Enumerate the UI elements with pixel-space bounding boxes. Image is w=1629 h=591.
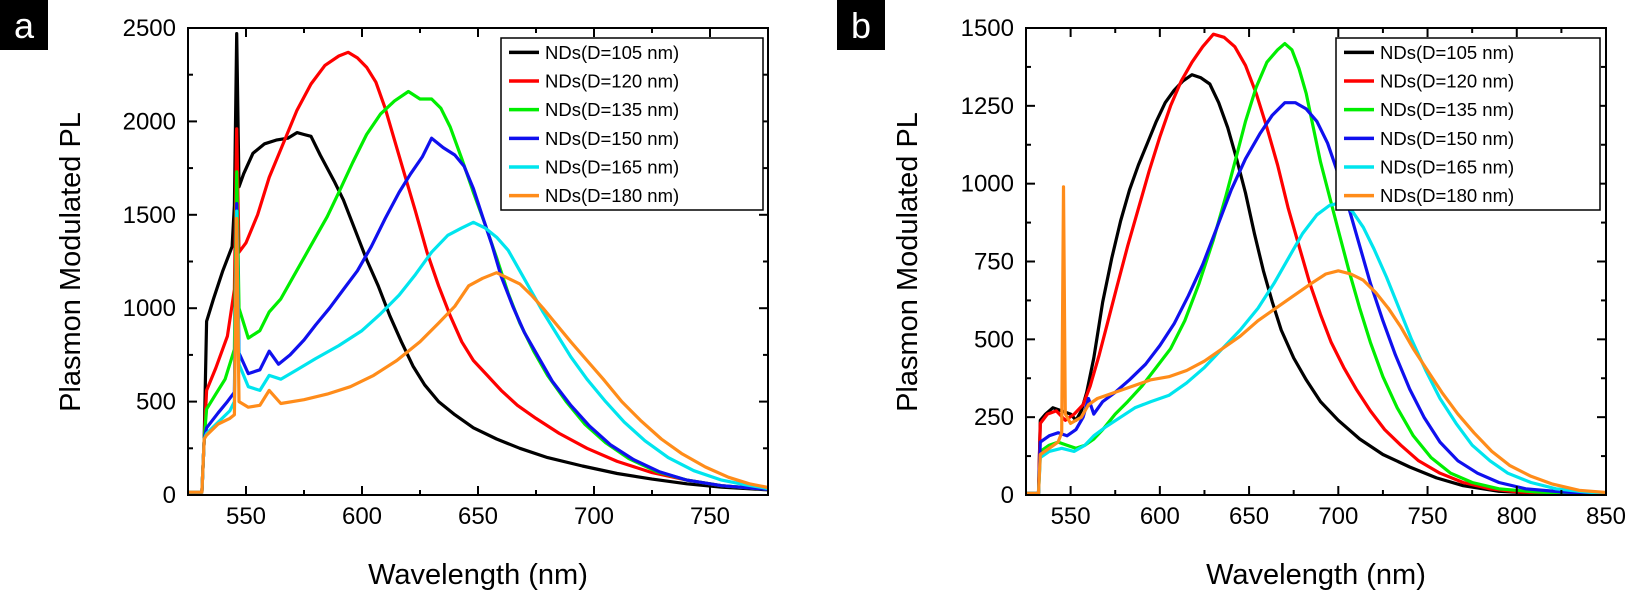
panel-a-legend-label-0: NDs(D=105 nm) <box>545 42 679 63</box>
panel-a-x-tick-label: 750 <box>690 503 730 530</box>
panel-a-legend: NDs(D=105 nm) NDs(D=120 nm) NDs(D=135 nm) N… <box>500 37 764 211</box>
panel-a-legend-label-5: NDs(D=180 nm) <box>545 185 679 206</box>
panel-a-x-tick-label: 700 <box>574 503 614 530</box>
panel-a-y-tick-label: 1500 <box>123 202 176 229</box>
panel-b-legend-label-1: NDs(D=120 nm) <box>1380 71 1514 92</box>
panel-b-legend-label-3: NDs(D=150 nm) <box>1380 128 1514 149</box>
panel-b-letter: b <box>851 5 871 46</box>
panel-b-x-axis-title: Wavelength (nm) <box>1206 559 1426 591</box>
panel-b-x-tick-label: 550 <box>1051 503 1091 530</box>
panel-a-legend-label-4: NDs(D=165 nm) <box>545 157 679 178</box>
panel-a-axes: 550 600 650 700 750 0 500 1000 1500 2000 2500 <box>123 15 769 530</box>
panel-a-y-tick-label: 0 <box>163 482 176 509</box>
panel-b-legend-label-5: NDs(D=180 nm) <box>1380 185 1514 206</box>
panel-b-legend-label-4: NDs(D=165 nm) <box>1380 157 1514 178</box>
panel-b-series <box>1026 32 1607 496</box>
panel-b-y-tick-label: 750 <box>974 249 1014 276</box>
panel-b: b 550 600 650 700 750 800 850 0 250 500 750 1000 125… <box>837 0 1626 591</box>
panel-b-legend-label-2: NDs(D=135 nm) <box>1380 99 1514 120</box>
panel-b-x-tick-label: 850 <box>1586 503 1626 530</box>
panel-b-legend-label-0: NDs(D=105 nm) <box>1380 42 1514 63</box>
panel-b-y-tick-label: 250 <box>974 404 1014 431</box>
panel-a-letter: a <box>14 5 35 46</box>
panel-b-y-tick-label: 500 <box>974 326 1014 353</box>
panel-b-letter-box <box>837 0 885 50</box>
panel-b-x-tick-label: 650 <box>1229 503 1269 530</box>
panel-a: a 550 600 650 700 750 0 500 1000 1500 2000 2500 Wa… <box>0 0 769 591</box>
panel-a-y-tick-label: 1000 <box>123 295 176 322</box>
panel-a-letter-box <box>0 0 48 50</box>
panel-b-legend-box <box>1335 37 1601 211</box>
panel-b-axes: 550 600 650 700 750 800 850 0 250 500 750 1000 1250 1… <box>961 15 1626 530</box>
panel-b-series-line-5 <box>1026 185 1607 495</box>
panel-a-legend-label-2: NDs(D=135 nm) <box>545 99 679 120</box>
panel-b-x-tick-label: 700 <box>1318 503 1358 530</box>
panel-a-y-tick-label: 2500 <box>123 15 176 42</box>
panel-a-legend-label-1: NDs(D=120 nm) <box>545 71 679 92</box>
panel-b-y-axis-title: Plasmon Modulated PL <box>892 112 924 412</box>
panel-b-series-line-4 <box>1026 200 1607 495</box>
panel-a-x-tick-label: 550 <box>226 503 266 530</box>
panel-a-y-axis-title: Plasmon Modulated PL <box>55 112 87 412</box>
panel-b-y-tick-label: 0 <box>1001 482 1014 509</box>
panel-a-y-tick-label: 500 <box>136 389 176 416</box>
panel-a-legend-box <box>500 37 764 211</box>
panel-b-y-tick-label: 1500 <box>961 15 1014 42</box>
panel-a-x-axis-title: Wavelength (nm) <box>368 559 588 591</box>
panel-a-series <box>188 32 769 494</box>
panel-b-x-tick-label: 600 <box>1140 503 1180 530</box>
panel-b-legend: NDs(D=105 nm) NDs(D=120 nm) NDs(D=135 nm) N… <box>1335 37 1601 211</box>
panel-b-y-tick-label: 1000 <box>961 171 1014 198</box>
panel-b-series-line-1 <box>1026 32 1607 496</box>
panel-a-y-tick-label: 2000 <box>123 108 176 135</box>
panel-a-series-line-4 <box>188 209 769 494</box>
panel-b-x-tick-label: 750 <box>1408 503 1448 530</box>
panel-a-x-tick-label: 600 <box>342 503 382 530</box>
panel-a-series-line-5 <box>188 216 769 494</box>
panel-b-x-tick-label: 800 <box>1497 503 1537 530</box>
panel-a-x-tick-label: 650 <box>458 503 498 530</box>
panel-a-legend-label-3: NDs(D=150 nm) <box>545 128 679 149</box>
panel-b-y-tick-label: 1250 <box>961 93 1014 120</box>
